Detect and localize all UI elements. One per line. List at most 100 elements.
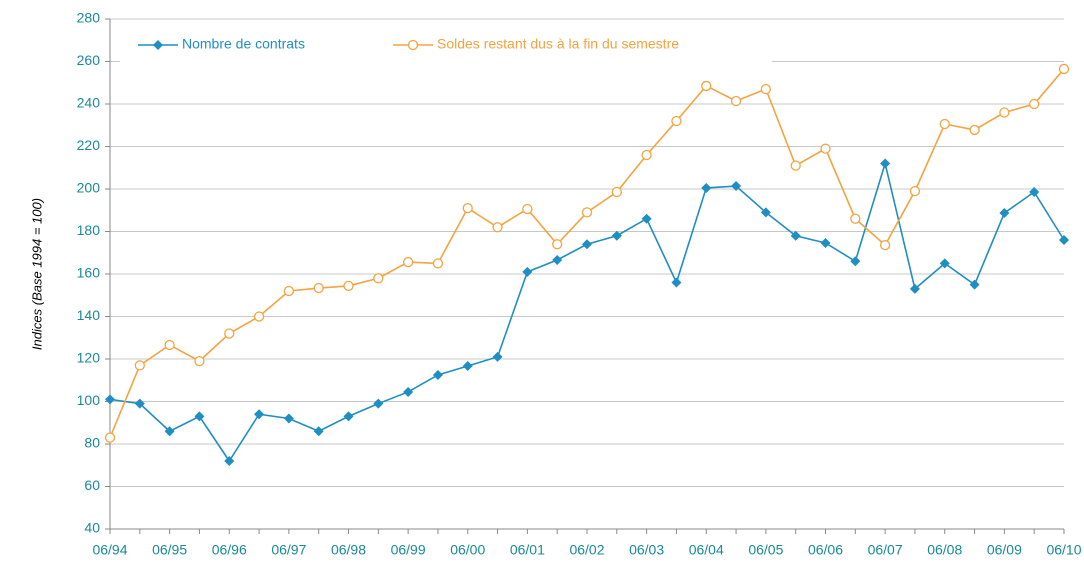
x-tick-label: 06/98 [331,542,366,558]
point [760,207,771,218]
legend-box [120,28,772,62]
point [880,158,891,169]
point [731,181,742,192]
point [432,369,443,380]
y-tick-label: 160 [77,265,101,281]
y-tick-label: 80 [84,435,100,451]
point [164,339,175,351]
point [224,328,235,339]
point [641,213,652,224]
point [492,351,503,362]
point [790,160,801,171]
point [790,230,801,241]
x-tick-label: 06/08 [927,542,962,558]
y-tick-label: 40 [84,520,100,536]
point [462,361,473,372]
point [134,398,145,409]
point [999,208,1010,219]
point [403,386,414,397]
point [104,432,116,443]
point [402,256,414,268]
point [373,273,384,284]
y-tick-label: 120 [77,350,101,366]
y-tick-label: 280 [77,10,101,26]
series-line [109,68,1065,438]
x-tick-label: 06/96 [212,542,247,558]
x-tick-label: 06/07 [868,542,903,558]
y-tick-label: 180 [77,222,101,238]
point [641,149,652,161]
x-tick-label: 06/04 [689,542,724,558]
point [522,203,533,215]
point [999,107,1010,118]
x-tick-label: 06/03 [629,542,664,558]
point [432,258,444,269]
x-tick-label: 06/05 [748,542,783,558]
point [522,266,533,277]
point [850,256,861,267]
point [730,95,742,107]
point [254,409,265,420]
point [939,258,950,269]
point [820,237,831,248]
point [701,80,712,92]
point [1058,63,1070,75]
point [671,115,682,127]
point [969,279,980,290]
point [582,239,592,250]
x-tick-label: 06/00 [450,542,485,558]
legend-label: Soldes restant dus à la fin du semestre [437,36,679,52]
y-tick-label: 200 [77,180,101,196]
point [552,239,563,250]
point [373,398,384,409]
x-tick-label: 06/97 [271,542,306,558]
point [134,360,145,371]
y-tick-label: 140 [77,307,101,323]
point [671,277,682,288]
point [253,311,265,322]
point [313,282,324,294]
point [164,426,175,437]
point [283,285,295,297]
x-tick-label: 06/94 [92,542,127,558]
point [939,118,950,130]
x-tick-label: 06/95 [152,542,187,558]
y-tick-label: 240 [77,95,101,111]
y-tick-label: 100 [77,392,101,408]
point [552,254,563,265]
x-tick-label: 06/02 [569,542,604,558]
y-axis-label: Indices (Base 1994 = 100) [29,198,44,350]
point [909,185,921,197]
point [1029,186,1040,197]
y-tick-label: 220 [77,137,101,153]
point [492,222,503,233]
point [462,202,473,214]
point [105,394,115,405]
x-tick-label: 06/10 [1046,542,1081,558]
point [909,283,920,294]
point [611,230,622,241]
point [283,413,294,424]
y-tick-label: 60 [84,477,100,493]
y-tick-label: 260 [77,52,101,68]
point [969,124,980,136]
point [224,456,235,466]
point [1029,98,1040,110]
point [313,426,324,437]
point [194,411,205,422]
x-tick-label: 06/01 [510,542,545,558]
point [879,239,891,251]
x-tick-label: 06/99 [391,542,426,558]
point [343,280,354,292]
x-tick-label: 06/06 [808,542,843,558]
point [1059,235,1069,245]
point [581,207,593,218]
legend-label: Nombre de contrats [182,36,305,52]
point [820,143,831,154]
point [760,83,772,95]
point [194,355,205,367]
x-tick-label: 06/09 [987,542,1022,558]
point [701,182,712,193]
point [343,411,354,422]
point [850,213,861,224]
